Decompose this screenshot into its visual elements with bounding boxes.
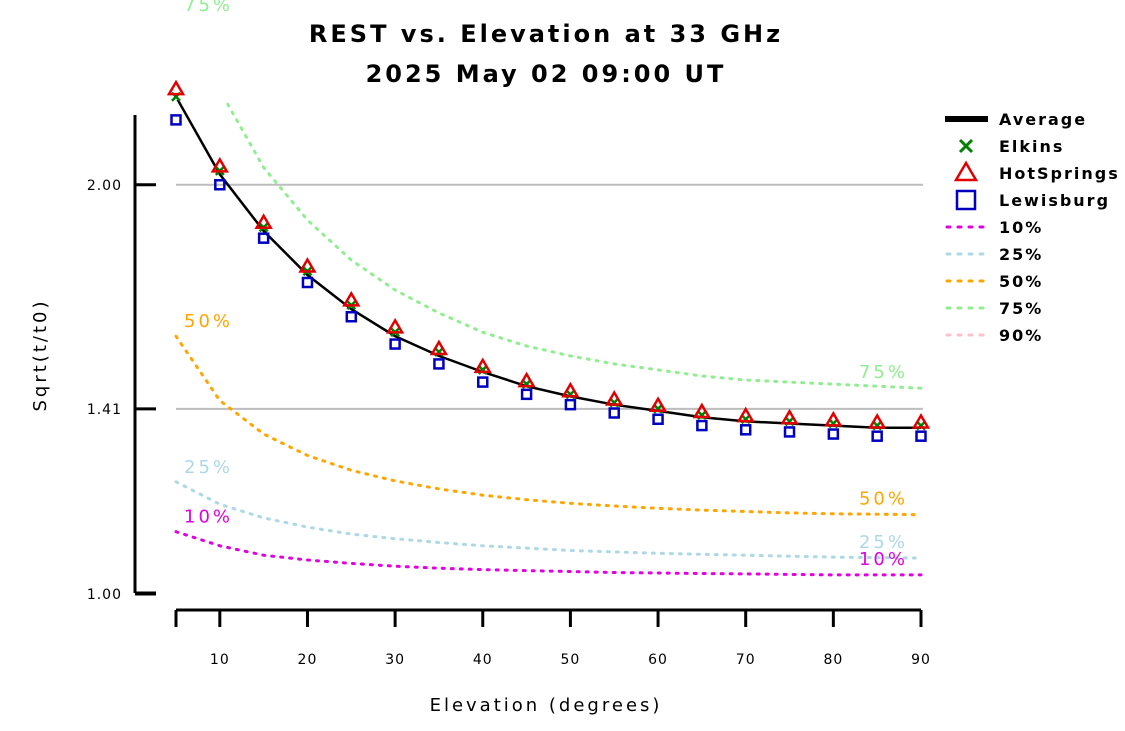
series-line-10: [174, 530, 923, 577]
series-label-10-right: 10%: [859, 549, 908, 570]
legend-swatch-elkins: [958, 138, 974, 154]
point-lewisburg-70: [739, 424, 752, 436]
series-label-25-left: 25%: [184, 457, 233, 478]
point-lewisburg-25: [345, 310, 358, 323]
x-tick-label-6: 70: [736, 652, 756, 668]
legend-item-hotsprings: HotSprings: [953, 160, 1120, 183]
legend-label-10: 10%: [999, 218, 1043, 237]
point-hotsprings-55: [605, 390, 624, 406]
x-tick-label-8: 90: [911, 652, 931, 668]
x-tick-label-4: 50: [560, 652, 580, 668]
point-lewisburg-30: [389, 338, 401, 350]
point-lewisburg-90: [915, 430, 927, 442]
x-tick-label-1: 20: [298, 652, 318, 668]
point-lewisburg-75: [783, 426, 796, 438]
point-hotsprings-5: [166, 79, 186, 96]
point-hotsprings-70: [736, 406, 755, 423]
point-lewisburg-85: [871, 430, 883, 442]
point-lewisburg-5: [170, 114, 182, 126]
legend-item-90: 90%: [945, 326, 1043, 345]
point-lewisburg-50: [564, 398, 577, 411]
point-hotsprings-45: [517, 371, 536, 388]
legend-swatch-lewisburg: [955, 189, 977, 211]
legend-label-50: 50%: [999, 272, 1043, 291]
legend-swatch-hotsprings: [953, 160, 979, 182]
series-label-50-left: 50%: [184, 311, 233, 332]
series-label-50-right: 50%: [859, 489, 908, 510]
point-lewisburg-15: [257, 232, 270, 244]
point-hotsprings-60: [648, 396, 668, 412]
point-lewisburg-35: [433, 358, 445, 370]
point-lewisburg-20: [301, 276, 314, 289]
series-label-75-right: 75%: [859, 362, 908, 383]
point-hotsprings-10: [210, 156, 229, 173]
point-hotsprings-50: [561, 381, 580, 398]
series-label-10-left: 10%: [184, 507, 233, 528]
point-lewisburg-80: [827, 428, 840, 440]
chart-title: REST vs. Elevation at 33 GHz: [309, 20, 783, 48]
point-lewisburg-60: [652, 413, 664, 426]
point-hotsprings-80: [824, 410, 843, 427]
point-hotsprings-90: [911, 412, 931, 429]
legend: Average Elkins HotSprings Lewisburg 10% 25% 50…: [945, 110, 1120, 345]
point-hotsprings-25: [342, 290, 361, 307]
point-lewisburg-65: [696, 419, 708, 432]
x-axis-label: Elevation (degrees): [430, 695, 663, 716]
series-line-average: [176, 100, 921, 429]
point-hotsprings-35: [429, 339, 449, 356]
legend-label-75: 75%: [999, 299, 1043, 318]
legend-item-lewisburg: Lewisburg: [955, 189, 1110, 211]
series-label-75-left: 75%: [184, 0, 233, 16]
point-lewisburg-40: [477, 376, 489, 388]
series-line-50: [174, 334, 923, 517]
legend-item-10: 10%: [945, 218, 1043, 237]
point-lewisburg-10: [214, 179, 226, 191]
x-tick-label-3: 40: [473, 652, 493, 668]
point-lewisburg-45: [520, 388, 533, 401]
point-hotsprings-65: [692, 402, 712, 419]
x-tick-label-7: 80: [823, 652, 843, 668]
y-tick-label-2: 2.00: [87, 178, 122, 194]
point-hotsprings-30: [385, 317, 405, 334]
point-hotsprings-85: [868, 412, 887, 429]
legend-item-elkins: Elkins: [958, 137, 1064, 156]
point-hotsprings-15: [254, 213, 273, 229]
legend-item-average: Average: [945, 110, 1087, 129]
point-hotsprings-40: [473, 357, 492, 374]
y-tick-label-0: 1.00: [87, 587, 122, 603]
legend-item-75: 75%: [945, 299, 1043, 318]
series-line-25: [174, 480, 923, 560]
legend-label-hotsprings: HotSprings: [999, 164, 1120, 183]
legend-label-lewisburg: Lewisburg: [999, 191, 1110, 210]
chart-subtitle: 2025 May 02 09:00 UT: [366, 60, 727, 88]
y-axis-label: Sqrt(t/t0): [30, 299, 51, 412]
x-tick-label-2: 30: [385, 652, 405, 668]
x-tick-label-0: 10: [210, 652, 230, 668]
legend-label-90: 90%: [999, 326, 1043, 345]
legend-label-average: Average: [999, 110, 1087, 129]
legend-item-50: 50%: [945, 272, 1043, 291]
point-hotsprings-20: [298, 257, 317, 273]
x-tick-label-5: 60: [648, 652, 668, 668]
legend-label-25: 25%: [999, 245, 1043, 264]
point-lewisburg-55: [608, 407, 620, 419]
legend-item-25: 25%: [945, 245, 1043, 264]
legend-label-elkins: Elkins: [999, 137, 1064, 156]
point-hotsprings-75: [780, 408, 799, 425]
series-label-25-right: 25%: [859, 532, 908, 553]
y-tick-label-1: 1.41: [87, 402, 122, 418]
